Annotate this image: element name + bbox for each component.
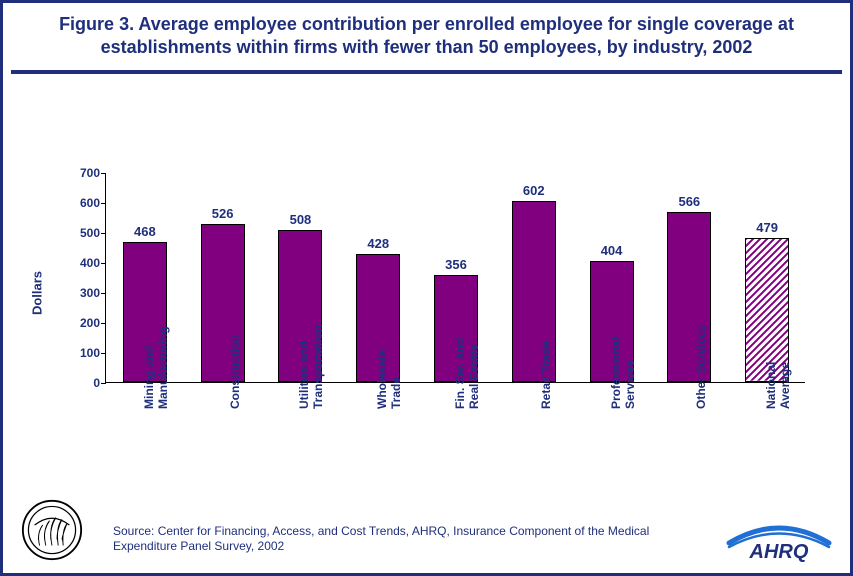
x-category-label: NationalAverage	[765, 395, 793, 409]
bar-value-label: 428	[367, 236, 389, 251]
x-category-label: Fin. Ser. andReal Estate	[454, 395, 482, 409]
bar-value-label: 602	[523, 183, 545, 198]
x-category-label: Utilities andTransportation	[298, 395, 326, 409]
bar-value-label: 479	[756, 220, 778, 235]
figure-frame: Figure 3. Average employee contribution …	[0, 0, 853, 576]
bar: 479	[745, 238, 789, 382]
x-axis-labels: Mining andManufacturing Construction Utili…	[105, 385, 805, 505]
figure-title: Figure 3. Average employee contribution …	[19, 13, 834, 60]
ahrq-logo-text: AHRQ	[749, 541, 809, 563]
bar-value-label: 356	[445, 257, 467, 272]
bar-value-label: 404	[601, 243, 623, 258]
bar-value-label: 526	[212, 206, 234, 221]
x-category-label: ProfessionalServices	[610, 395, 638, 409]
x-category-label: Retail Trade	[539, 395, 553, 409]
source-note: Source: Center for Financing, Access, an…	[113, 524, 710, 555]
hhs-seal-icon	[21, 499, 83, 561]
x-category-label: Other Services	[694, 395, 708, 409]
x-category-label: WholesaleTrade	[376, 395, 404, 409]
bar-chart: Dollars 468526508428356602404566479 0100…	[63, 173, 823, 413]
bar-value-label: 566	[678, 194, 700, 209]
x-category-label: Mining andManufacturing	[143, 395, 171, 409]
bar-value-label: 508	[290, 212, 312, 227]
title-container: Figure 3. Average employee contribution …	[11, 9, 842, 74]
bar-value-label: 468	[134, 224, 156, 239]
x-category-label: Construction	[228, 395, 242, 409]
y-axis-label: Dollars	[30, 271, 45, 315]
ahrq-logo-icon: AHRQ	[724, 517, 834, 563]
